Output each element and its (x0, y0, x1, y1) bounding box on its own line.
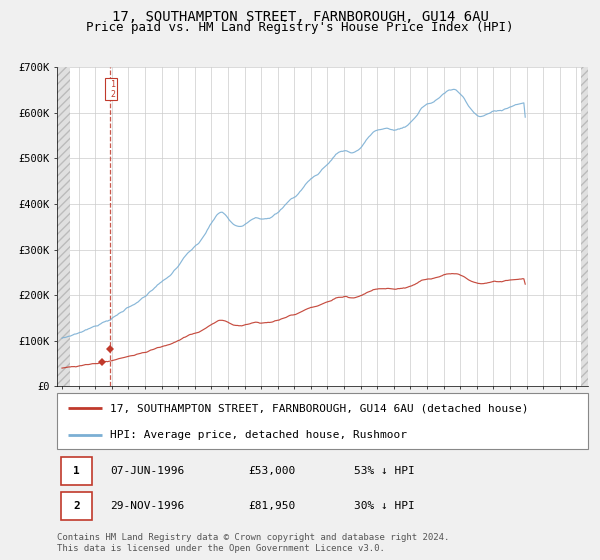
Text: Contains HM Land Registry data © Crown copyright and database right 2024.
This d: Contains HM Land Registry data © Crown c… (57, 533, 449, 553)
Polygon shape (57, 67, 70, 386)
Text: 1
 2: 1 2 (106, 80, 116, 99)
Text: 07-JUN-1996: 07-JUN-1996 (110, 466, 184, 476)
FancyBboxPatch shape (61, 492, 92, 520)
Text: 17, SOUTHAMPTON STREET, FARNBOROUGH, GU14 6AU: 17, SOUTHAMPTON STREET, FARNBOROUGH, GU1… (112, 10, 488, 24)
Text: 17, SOUTHAMPTON STREET, FARNBOROUGH, GU14 6AU (detached house): 17, SOUTHAMPTON STREET, FARNBOROUGH, GU1… (110, 403, 529, 413)
Text: 53% ↓ HPI: 53% ↓ HPI (355, 466, 415, 476)
Text: 1: 1 (73, 466, 80, 476)
Text: HPI: Average price, detached house, Rushmoor: HPI: Average price, detached house, Rush… (110, 430, 407, 440)
Polygon shape (581, 67, 588, 386)
FancyBboxPatch shape (61, 457, 92, 484)
Text: £53,000: £53,000 (248, 466, 295, 476)
Text: 30% ↓ HPI: 30% ↓ HPI (355, 501, 415, 511)
FancyBboxPatch shape (57, 393, 588, 449)
Text: £81,950: £81,950 (248, 501, 295, 511)
Text: Price paid vs. HM Land Registry's House Price Index (HPI): Price paid vs. HM Land Registry's House … (86, 21, 514, 34)
Text: 29-NOV-1996: 29-NOV-1996 (110, 501, 184, 511)
Text: 2: 2 (73, 501, 80, 511)
